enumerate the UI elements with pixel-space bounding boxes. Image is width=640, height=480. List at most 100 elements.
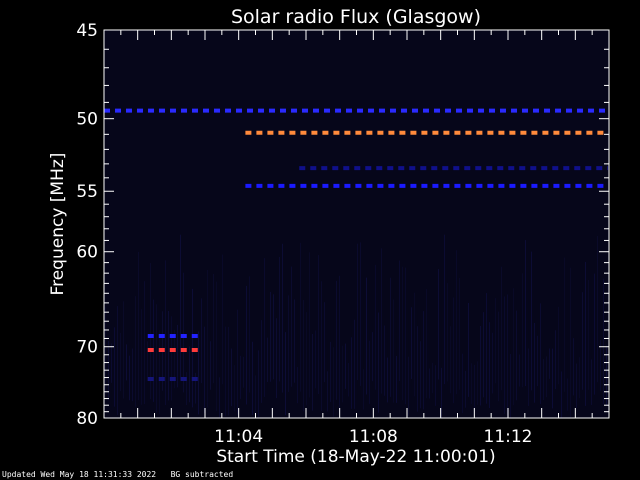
- noise-streak: [174, 329, 175, 389]
- noise-streak: [159, 330, 160, 415]
- noise-streak: [456, 250, 457, 395]
- noise-streak: [282, 243, 283, 393]
- noise-streak: [258, 350, 259, 417]
- noise-streak: [228, 326, 229, 416]
- y-tick-label: 80: [76, 409, 98, 429]
- noise-streak: [510, 353, 511, 418]
- noise-streak: [312, 333, 313, 411]
- noise-streak: [189, 346, 190, 403]
- noise-streak: [357, 243, 358, 381]
- noise-streak: [165, 260, 166, 406]
- noise-streak: [291, 266, 292, 387]
- noise-streak: [546, 356, 547, 398]
- noise-streak: [444, 234, 445, 385]
- noise-streak: [603, 278, 604, 405]
- noise-streak: [327, 371, 328, 412]
- noise-streak: [135, 296, 136, 407]
- noise-streak: [507, 294, 508, 416]
- noise-streak: [186, 372, 187, 406]
- noise-streak: [498, 311, 499, 402]
- footer: Updated Wed May 18 11:31:33 2022 BG subt…: [2, 470, 233, 479]
- noise-streak: [543, 359, 544, 401]
- y-axis-ticks: 45 50 55 60 70 80: [76, 21, 609, 429]
- noise-streak: [339, 275, 340, 414]
- noise-streak: [114, 327, 115, 407]
- y-tick-label: 45: [76, 21, 98, 41]
- noise-streak: [405, 267, 406, 405]
- noise-streak: [324, 302, 325, 383]
- noise-streak: [429, 368, 430, 399]
- noise-streak: [369, 340, 370, 404]
- noise-streak: [411, 307, 412, 379]
- noise-streak: [261, 320, 262, 403]
- noise-streak: [201, 298, 202, 384]
- noise-streak: [387, 357, 388, 403]
- noise-streak: [450, 326, 451, 394]
- noise-streak: [360, 242, 361, 386]
- noise-streak: [138, 251, 139, 401]
- noise-streak: [210, 341, 211, 390]
- noise-streak: [516, 310, 517, 401]
- noise-streak: [552, 348, 553, 409]
- noise-streak: [213, 273, 214, 384]
- noise-streak: [255, 375, 256, 416]
- noise-streak: [237, 309, 238, 415]
- noise-streak: [393, 299, 394, 403]
- noise-streak: [408, 356, 409, 416]
- noise-streak: [588, 279, 589, 390]
- noise-streak: [390, 277, 391, 397]
- noise-streak: [309, 252, 310, 398]
- noise-streak: [195, 372, 196, 404]
- noise-streak: [534, 322, 535, 403]
- noise-streak: [378, 312, 379, 413]
- noise-streak: [168, 310, 169, 401]
- noise-streak: [513, 288, 514, 406]
- noise-streak: [483, 312, 484, 398]
- noise-streak: [597, 236, 598, 383]
- noise-streak: [216, 281, 217, 412]
- noise-streak: [402, 266, 403, 401]
- noise-streak: [528, 348, 529, 406]
- noise-streak: [417, 326, 418, 412]
- noise-streak: [180, 234, 181, 381]
- noise-streak: [564, 257, 565, 392]
- noise-streak: [198, 331, 199, 415]
- noise-streak: [459, 277, 460, 390]
- noise-streak: [222, 254, 223, 385]
- noise-streak: [297, 367, 298, 404]
- noise-streak: [285, 332, 286, 415]
- noise-streak: [435, 365, 436, 406]
- noise-streak: [531, 251, 532, 391]
- noise-streak: [492, 332, 493, 394]
- noise-streak: [264, 258, 265, 397]
- noise-streak: [426, 289, 427, 399]
- noise-streak: [423, 311, 424, 410]
- noise-streak: [570, 267, 571, 418]
- noise-streak: [252, 341, 253, 415]
- noise-streak: [342, 345, 343, 403]
- y-tick-label: 55: [76, 182, 98, 202]
- noise-streak: [279, 256, 280, 382]
- noise-streak: [249, 276, 250, 393]
- noise-streak: [144, 281, 145, 404]
- noise-streak: [540, 303, 541, 405]
- noise-streak: [330, 341, 331, 402]
- noise-streak: [348, 363, 349, 397]
- noise-streak: [486, 293, 487, 404]
- x-axis-label: Start Time (18-May-22 11:00:01): [216, 447, 495, 467]
- noise-streak: [294, 299, 295, 383]
- noise-streak: [273, 294, 274, 380]
- noise-streak: [555, 330, 556, 390]
- noise-streak: [495, 298, 496, 384]
- noise-streak: [558, 306, 559, 385]
- noise-streak: [465, 370, 466, 408]
- noise-streak: [288, 295, 289, 392]
- noise-streak: [474, 364, 475, 413]
- noise-streak: [447, 283, 448, 382]
- noise-streak: [522, 273, 523, 388]
- noise-streak: [315, 330, 316, 389]
- noise-streak: [333, 347, 334, 417]
- chart-title: Solar radio Flux (Glasgow): [231, 6, 481, 28]
- plot-area: [104, 30, 609, 418]
- noise-streak: [396, 355, 397, 403]
